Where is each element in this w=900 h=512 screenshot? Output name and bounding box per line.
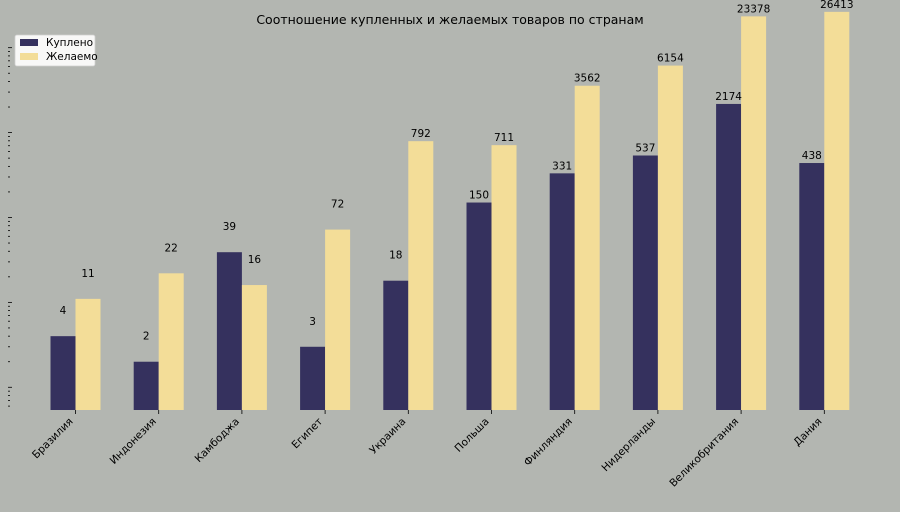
bar-value-label: 22 — [165, 242, 178, 254]
x-tick-label: Великобритания — [667, 416, 741, 490]
bar-value-label: 23378 — [737, 3, 770, 15]
bar-wanted — [824, 11, 850, 410]
chart-title: Соотношение купленных и желаемых товаров… — [256, 12, 643, 27]
bar-wanted — [325, 229, 351, 410]
bar-bought — [466, 202, 492, 410]
x-tick-label: Бразилия — [30, 416, 76, 462]
x-tick-label: Камбоджа — [193, 416, 242, 465]
bar-wanted — [408, 141, 434, 410]
bar-value-label: 150 — [469, 190, 489, 202]
bar-value-label: 792 — [411, 128, 431, 140]
bar-wanted — [574, 85, 600, 410]
x-tick-label: Индонезия — [108, 416, 159, 467]
bar-value-label: 438 — [802, 150, 822, 162]
bar-bought — [133, 361, 159, 410]
bar-value-label: 3562 — [574, 73, 601, 85]
bar-wanted — [657, 65, 683, 411]
bar-value-label: 39 — [223, 221, 236, 233]
x-tick-label: Дания — [791, 416, 824, 449]
legend-swatch — [20, 53, 38, 60]
x-tick-label: Финляндия — [522, 416, 575, 469]
bar-value-label: 711 — [494, 132, 514, 144]
bar-value-label: 2 — [143, 331, 150, 343]
legend-label: Желаемо — [46, 51, 98, 63]
bar-wanted — [741, 16, 767, 410]
bar-value-label: 2174 — [715, 91, 742, 103]
y-axis-ticks — [8, 47, 12, 407]
bars — [50, 11, 850, 411]
bar-value-label: 4 — [60, 305, 67, 317]
bar-bought — [632, 155, 658, 410]
x-axis-ticks: Бразилия Индонезия Камбоджа Египет Украина По… — [30, 410, 825, 490]
x-tick-label: Египет — [290, 416, 326, 452]
bar-bought — [300, 346, 326, 410]
bar-value-label: 11 — [81, 268, 94, 280]
bar-wanted — [158, 273, 184, 410]
bar-value-label: 16 — [248, 254, 262, 266]
bar-bought — [549, 173, 575, 410]
bar-wanted — [75, 298, 101, 410]
bar-value-label: 26413 — [820, 0, 853, 11]
bar-bought — [50, 336, 76, 410]
bar-bought — [799, 163, 825, 410]
bar-value-label: 3 — [309, 316, 316, 328]
bar-value-labels: 4112223916372187921507113313562537615421… — [60, 0, 854, 343]
bar-value-label: 72 — [331, 199, 344, 211]
legend: Куплено Желаемо — [14, 34, 98, 67]
bar-value-label: 537 — [635, 143, 655, 155]
bar-value-label: 6154 — [657, 53, 684, 65]
bar-wanted — [241, 285, 267, 410]
legend-label: Куплено — [46, 37, 93, 49]
x-tick-label: Украина — [367, 416, 408, 457]
bar-bought — [216, 252, 242, 410]
bar-bought — [716, 103, 742, 410]
x-tick-label: Нидерланды — [600, 416, 658, 474]
bar-wanted — [491, 145, 517, 410]
bar-bought — [383, 280, 409, 410]
bar-value-label: 18 — [389, 250, 402, 262]
legend-swatch — [20, 39, 38, 46]
bar-value-label: 331 — [552, 160, 572, 172]
x-tick-label: Польша — [453, 416, 492, 455]
